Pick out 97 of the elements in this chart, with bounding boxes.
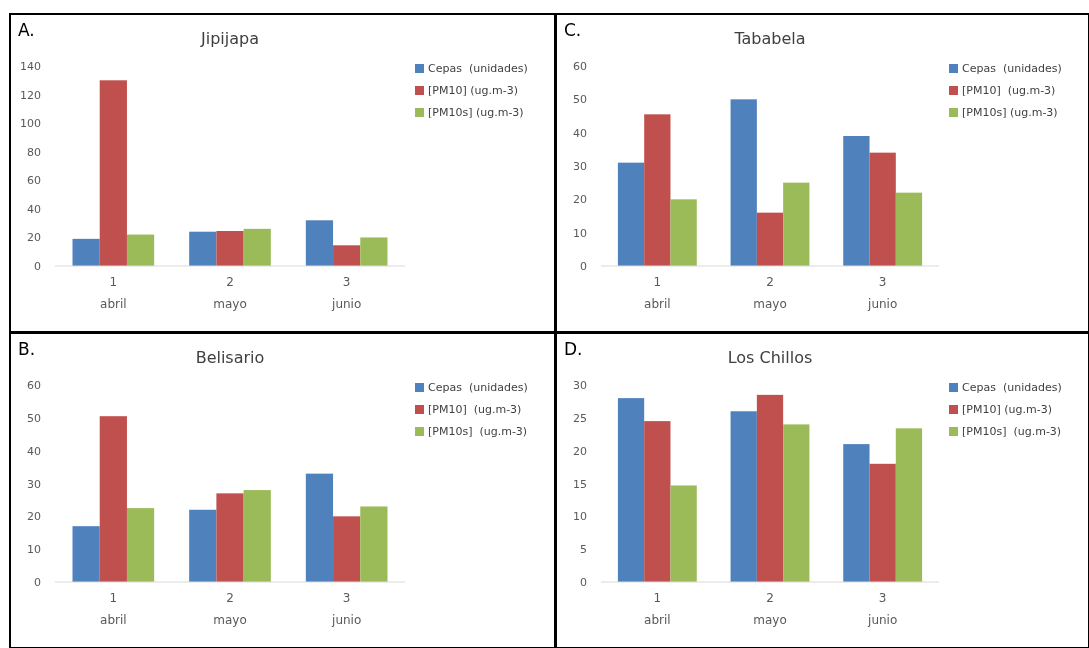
y-tick-label: 0 [34, 576, 41, 589]
legend-label: [PM10] (ug.m-3) [428, 84, 518, 97]
bar [783, 182, 810, 266]
bar [617, 398, 645, 582]
legend-label: Cepas (unidades) [428, 62, 528, 75]
y-tick-label: 60 [27, 379, 41, 392]
text: B. [18, 339, 36, 359]
bar [360, 506, 388, 582]
x-tick-label: 2 mayo [213, 275, 247, 311]
bar [99, 416, 127, 582]
y-tick-label: 25 [573, 411, 587, 425]
y-tick-label: 40 [573, 126, 587, 140]
legend-label: [PM10s] (ug.m-3) [962, 106, 1058, 119]
y-tick-label: 15 [573, 477, 587, 491]
y-tick-label: 10 [573, 226, 587, 240]
x-tick-label: 1 abril [100, 591, 127, 627]
bar [243, 490, 271, 582]
bar [756, 212, 784, 266]
y-tick-label: 0 [580, 576, 587, 589]
x-tick-label: 2 mayo [753, 275, 787, 311]
x-tick-label: 3 junio [867, 275, 898, 311]
chart-title: Tababela [733, 29, 806, 48]
y-tick-label: 30 [573, 160, 587, 173]
x-tick-label: 1 abril [644, 591, 671, 627]
bar [333, 516, 361, 582]
legend-label: Cepas (unidades) [962, 381, 1062, 394]
x-tick-label: 2 mayo [753, 591, 787, 627]
text: C. [564, 20, 582, 40]
y-tick-label: 40 [27, 202, 41, 216]
y-tick-label: 80 [27, 145, 41, 159]
bar [333, 245, 361, 266]
bar [617, 162, 645, 266]
y-tick-label: 50 [573, 93, 587, 107]
y-tick-label: 20 [573, 193, 587, 207]
bar [730, 99, 757, 266]
bar [730, 411, 757, 582]
bar [756, 394, 784, 582]
y-tick-label: 140 [20, 60, 41, 73]
bar [216, 231, 244, 266]
x-tick-label: 1 abril [100, 275, 127, 311]
legend-label: Cepas (unidades) [428, 381, 528, 394]
bar [189, 509, 217, 582]
bar [644, 421, 671, 582]
y-tick-label: 60 [27, 174, 41, 188]
text: A. [18, 20, 35, 40]
y-tick-label: 20 [27, 510, 41, 524]
bar [895, 192, 923, 266]
bar [189, 231, 217, 266]
text: D. [564, 339, 583, 359]
chart-title: Los Chillos [727, 348, 813, 367]
bar [305, 473, 334, 582]
y-tick-label: 50 [27, 411, 41, 425]
y-tick-label: 10 [573, 510, 587, 524]
y-tick-label: 120 [20, 88, 41, 102]
y-tick-label: 30 [27, 477, 41, 491]
bar [869, 463, 896, 582]
bar [216, 493, 244, 582]
legend-label: [PM10] (ug.m-3) [962, 403, 1052, 416]
x-tick-label: 3 junio [331, 275, 362, 311]
x-tick-label: 3 junio [331, 591, 362, 627]
legend-label: [PM10] (ug.m-3) [962, 84, 1056, 97]
legend-label: [PM10s] (ug.m-3) [428, 106, 524, 119]
y-tick-label: 20 [27, 231, 41, 245]
chart-title: Jipijapa [200, 29, 259, 48]
bar [360, 237, 388, 266]
chart-title: Belisario [195, 348, 265, 367]
bar [72, 526, 100, 582]
bar [843, 136, 870, 266]
y-tick-label: 60 [573, 60, 587, 73]
legend-label: [PM10] (ug.m-3) [428, 403, 522, 416]
x-tick-label: 2 mayo [213, 591, 247, 627]
x-tick-label: 1 abril [644, 275, 671, 311]
y-tick-label: 30 [573, 379, 587, 392]
bar [243, 228, 271, 266]
bar [843, 444, 870, 582]
y-tick-label: 0 [34, 260, 41, 273]
y-tick-label: 20 [573, 444, 587, 458]
bar [644, 114, 671, 266]
bar [126, 508, 155, 582]
bar [72, 238, 100, 266]
bar [99, 80, 127, 266]
bar [783, 424, 810, 582]
bar [305, 220, 334, 266]
bar [895, 428, 923, 582]
y-tick-label: 100 [20, 117, 41, 131]
y-tick-label: 40 [27, 444, 41, 458]
y-tick-label: 10 [27, 543, 41, 557]
bar [670, 485, 697, 582]
legend-label: [PM10s] (ug.m-3) [428, 425, 528, 438]
bar [869, 152, 896, 266]
legend-label: Cepas (unidades) [962, 62, 1062, 75]
bar [126, 234, 155, 266]
x-tick-label: 3 junio [867, 591, 898, 627]
y-tick-label: 5 [580, 543, 587, 557]
y-tick-label: 0 [580, 260, 587, 273]
bar [670, 199, 697, 266]
legend-label: [PM10s] (ug.m-3) [962, 425, 1062, 438]
